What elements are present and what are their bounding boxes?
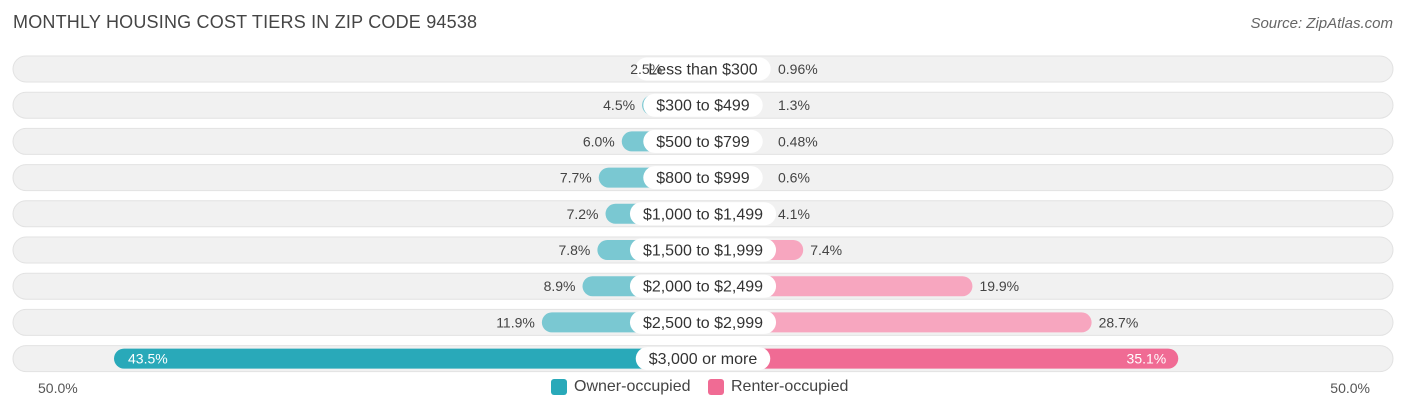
category-pill: [643, 129, 763, 153]
renter-bar: [693, 312, 1092, 333]
owner-bar: [114, 348, 713, 369]
category-pill: [629, 202, 777, 226]
category-label: $3,000 or more: [649, 351, 758, 368]
renter-value-label: 1.3%: [778, 97, 810, 113]
chart-title: MONTHLY HOUSING COST TIERS IN ZIP CODE 9…: [13, 12, 478, 32]
category-label: $2,000 to $2,499: [643, 279, 763, 296]
renter-value-label: 0.6%: [778, 170, 810, 186]
category-pill: [635, 347, 771, 371]
renter-bar: [693, 348, 1179, 369]
renter-value-label: 4.1%: [778, 206, 810, 222]
renter-value-label: 0.48%: [778, 133, 818, 149]
category-pill: [629, 310, 777, 334]
category-label: $800 to $999: [656, 170, 750, 187]
category-label: $1,500 to $1,999: [643, 243, 763, 260]
category-pill: [629, 238, 777, 262]
axis-right-label: 50.0%: [1330, 380, 1370, 396]
owner-value-label: 6.0%: [583, 133, 615, 149]
renter-value-label: 19.9%: [979, 278, 1019, 294]
owner-value-label: 2.5%: [630, 61, 662, 77]
axis-left-label: 50.0%: [38, 380, 78, 396]
legend-owner[interactable]: Owner-occupied: [551, 378, 691, 396]
renter-value-label: 7.4%: [810, 242, 842, 258]
legend-renter-swatch: [708, 379, 724, 395]
category-pill: [643, 93, 763, 117]
owner-value-label: 11.9%: [496, 314, 535, 330]
renter-value-label: 28.7%: [1099, 314, 1139, 330]
legend-owner-swatch: [551, 379, 567, 395]
owner-value-label: 8.9%: [544, 278, 576, 294]
owner-value-label: 7.8%: [558, 242, 590, 258]
legend: Owner-occupied Renter-occupied: [0, 378, 1406, 400]
category-pill: [635, 57, 771, 81]
renter-value-label: 0.96%: [778, 61, 818, 77]
owner-value-label: 43.5%: [128, 351, 168, 367]
category-pill: [643, 166, 763, 190]
category-label: $500 to $799: [656, 134, 750, 151]
legend-renter-label: Renter-occupied: [731, 378, 849, 395]
category-label: Less than $300: [648, 62, 758, 79]
legend-renter[interactable]: Renter-occupied: [708, 378, 848, 396]
owner-value-label: 7.7%: [560, 170, 592, 186]
owner-value-label: 7.2%: [567, 206, 599, 222]
legend-owner-label: Owner-occupied: [574, 378, 691, 395]
owner-value-label: 4.5%: [603, 97, 635, 113]
category-pill: [629, 274, 777, 298]
chart-source: Source: ZipAtlas.com: [1250, 15, 1393, 32]
category-label: $1,000 to $1,499: [643, 206, 763, 223]
category-label: $2,500 to $2,999: [643, 315, 763, 332]
renter-value-label: 35.1%: [1127, 351, 1167, 367]
category-label: $300 to $499: [656, 98, 750, 115]
